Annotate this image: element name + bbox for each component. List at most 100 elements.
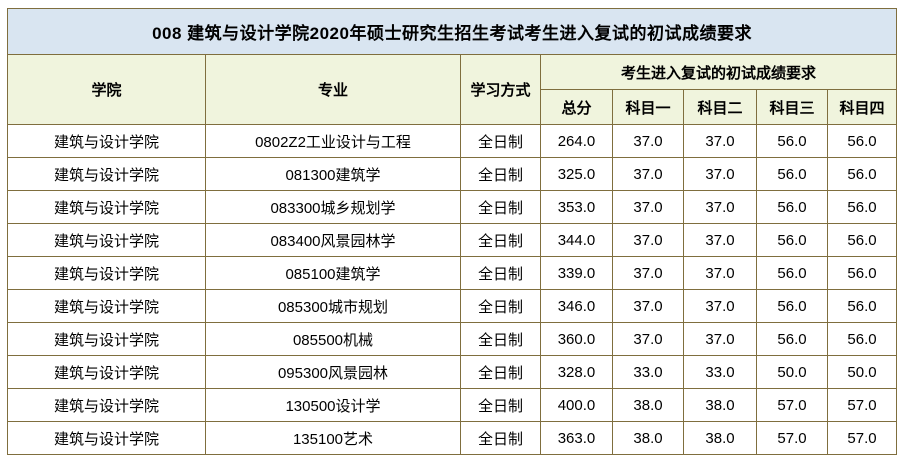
- header-row-sub: 总分 科目一 科目二 科目三 科目四: [8, 89, 898, 125]
- subject3-score-cell: 57.0: [756, 421, 828, 455]
- subject1-score-cell: 38.0: [612, 421, 684, 455]
- subject1-score-cell: 37.0: [612, 322, 684, 356]
- total-score-cell: 400.0: [540, 388, 613, 422]
- total-score-cell: 344.0: [540, 223, 613, 257]
- subject1-score-cell: 37.0: [612, 256, 684, 290]
- subject4-score-cell: 56.0: [826, 289, 898, 323]
- column-header-college: 学院: [7, 54, 206, 125]
- college-cell: 建筑与设计学院: [7, 421, 206, 455]
- major-cell: 083400风景园林学: [205, 223, 461, 257]
- major-cell: 095300风景园林: [205, 355, 461, 389]
- study-mode-cell: 全日制: [460, 124, 541, 158]
- subject3-score-cell: 56.0: [756, 124, 828, 158]
- admission-score-table: 008 建筑与设计学院2020年硕士研究生招生考试考生进入复试的初试成绩要求 学…: [6, 8, 898, 455]
- subject1-score-cell: 37.0: [612, 289, 684, 323]
- subject1-score-cell: 37.0: [612, 223, 684, 257]
- subject3-score-cell: 56.0: [756, 190, 828, 224]
- subject4-score-cell: 56.0: [826, 190, 898, 224]
- subject2-score-cell: 38.0: [683, 388, 757, 422]
- subject1-score-cell: 37.0: [612, 157, 684, 191]
- subject4-score-cell: 57.0: [826, 388, 898, 422]
- major-cell: 085100建筑学: [205, 256, 461, 290]
- subject2-score-cell: 33.0: [683, 355, 757, 389]
- major-cell: 0802Z2工业设计与工程: [205, 124, 461, 158]
- table-row: 建筑与设计学院 135100艺术 全日制 363.0 38.0 38.0 57.0 57.0: [7, 421, 898, 455]
- column-header-subject4: 科目四: [826, 89, 898, 125]
- table-row: 建筑与设计学院 083400风景园林学 全日制 344.0 37.0 37.0 56.0 56…: [7, 223, 898, 257]
- major-cell: 130500设计学: [205, 388, 461, 422]
- subject4-score-cell: 56.0: [826, 124, 898, 158]
- major-cell: 135100艺术: [205, 421, 461, 455]
- table-row: 建筑与设计学院 130500设计学 全日制 400.0 38.0 38.0 57.0 57.0: [7, 388, 898, 422]
- subject2-score-cell: 37.0: [683, 157, 757, 191]
- subject2-score-cell: 37.0: [683, 256, 757, 290]
- column-header-subject2: 科目二: [683, 89, 757, 125]
- table-row: 建筑与设计学院 095300风景园林 全日制 328.0 33.0 33.0 50.0 50.…: [7, 355, 898, 389]
- subject2-score-cell: 37.0: [683, 289, 757, 323]
- subject3-score-cell: 56.0: [756, 256, 828, 290]
- total-score-cell: 325.0: [540, 157, 613, 191]
- total-score-cell: 328.0: [540, 355, 613, 389]
- college-cell: 建筑与设计学院: [7, 289, 206, 323]
- study-mode-cell: 全日制: [460, 223, 541, 257]
- subject1-score-cell: 38.0: [612, 388, 684, 422]
- study-mode-cell: 全日制: [460, 322, 541, 356]
- study-mode-cell: 全日制: [460, 388, 541, 422]
- total-score-cell: 346.0: [540, 289, 613, 323]
- column-header-subject1: 科目一: [612, 89, 684, 125]
- subject1-score-cell: 37.0: [612, 190, 684, 224]
- table-body: 建筑与设计学院 0802Z2工业设计与工程 全日制 264.0 37.0 37.0 56.0…: [7, 124, 898, 455]
- total-score-cell: 360.0: [540, 322, 613, 356]
- subject2-score-cell: 37.0: [683, 190, 757, 224]
- college-cell: 建筑与设计学院: [7, 256, 206, 290]
- subject4-score-cell: 56.0: [826, 223, 898, 257]
- table-title: 008 建筑与设计学院2020年硕士研究生招生考试考生进入复试的初试成绩要求: [6, 8, 898, 55]
- column-header-major: 专业: [205, 54, 461, 125]
- college-cell: 建筑与设计学院: [7, 190, 206, 224]
- major-cell: 085300城市规划: [205, 289, 461, 323]
- subject1-score-cell: 37.0: [612, 124, 684, 158]
- table-row: 建筑与设计学院 085100建筑学 全日制 339.0 37.0 37.0 56.0 56.0: [7, 256, 898, 290]
- subject4-score-cell: 50.0: [826, 355, 898, 389]
- major-cell: 083300城乡规划学: [205, 190, 461, 224]
- subject3-score-cell: 56.0: [756, 157, 828, 191]
- total-score-cell: 339.0: [540, 256, 613, 290]
- study-mode-cell: 全日制: [460, 190, 541, 224]
- study-mode-cell: 全日制: [460, 256, 541, 290]
- subject4-score-cell: 57.0: [826, 421, 898, 455]
- subject4-score-cell: 56.0: [826, 322, 898, 356]
- total-score-cell: 264.0: [540, 124, 613, 158]
- college-cell: 建筑与设计学院: [7, 124, 206, 158]
- subject3-score-cell: 56.0: [756, 223, 828, 257]
- major-cell: 081300建筑学: [205, 157, 461, 191]
- header-row-top: 学院 专业 学习方式 考生进入复试的初试成绩要求: [7, 54, 898, 125]
- major-cell: 085500机械: [205, 322, 461, 356]
- subject4-score-cell: 56.0: [826, 256, 898, 290]
- subject2-score-cell: 38.0: [683, 421, 757, 455]
- subject2-score-cell: 37.0: [683, 124, 757, 158]
- college-cell: 建筑与设计学院: [7, 157, 206, 191]
- total-score-cell: 363.0: [540, 421, 613, 455]
- column-header-subject3: 科目三: [756, 89, 828, 125]
- subject3-score-cell: 56.0: [756, 322, 828, 356]
- subject3-score-cell: 56.0: [756, 289, 828, 323]
- study-mode-cell: 全日制: [460, 421, 541, 455]
- subject1-score-cell: 33.0: [612, 355, 684, 389]
- subject4-score-cell: 56.0: [826, 157, 898, 191]
- subject2-score-cell: 37.0: [683, 322, 757, 356]
- column-header-study-mode: 学习方式: [460, 54, 541, 125]
- total-score-cell: 353.0: [540, 190, 613, 224]
- subject3-score-cell: 50.0: [756, 355, 828, 389]
- table-title-row: 008 建筑与设计学院2020年硕士研究生招生考试考生进入复试的初试成绩要求: [6, 8, 898, 55]
- table-row: 建筑与设计学院 085300城市规划 全日制 346.0 37.0 37.0 56.0 56.…: [7, 289, 898, 323]
- study-mode-cell: 全日制: [460, 355, 541, 389]
- college-cell: 建筑与设计学院: [7, 355, 206, 389]
- college-cell: 建筑与设计学院: [7, 322, 206, 356]
- college-cell: 建筑与设计学院: [7, 388, 206, 422]
- table-row: 建筑与设计学院 085500机械 全日制 360.0 37.0 37.0 56.0 56.0: [7, 322, 898, 356]
- college-cell: 建筑与设计学院: [7, 223, 206, 257]
- study-mode-cell: 全日制: [460, 289, 541, 323]
- table-row: 建筑与设计学院 0802Z2工业设计与工程 全日制 264.0 37.0 37.0 56.0…: [7, 124, 898, 158]
- table-row: 建筑与设计学院 083300城乡规划学 全日制 353.0 37.0 37.0 56.0 56…: [7, 190, 898, 224]
